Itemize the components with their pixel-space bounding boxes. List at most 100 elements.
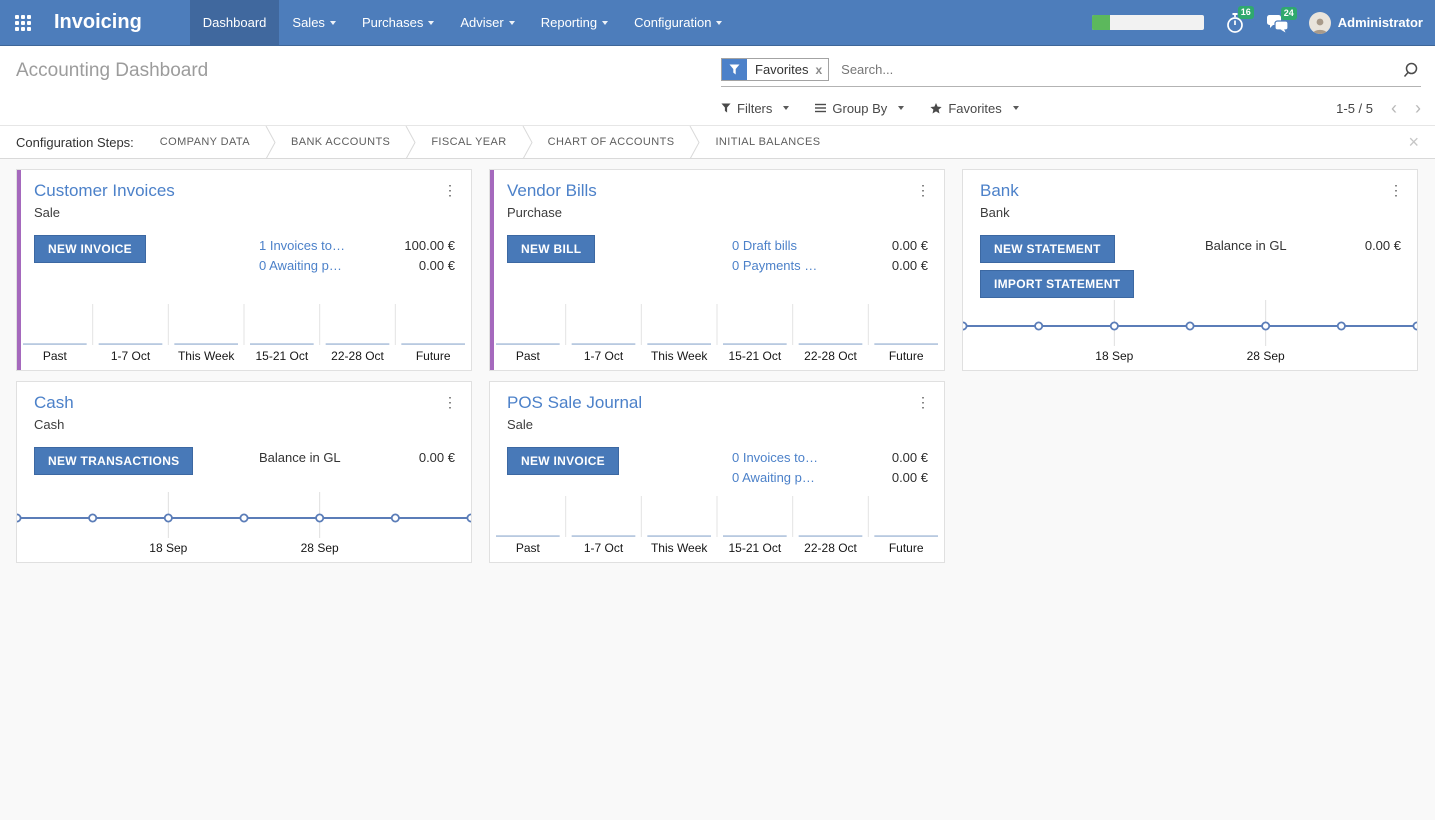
amount-value: 0.00 € bbox=[418, 258, 455, 274]
search-facet[interactable]: Favorites x bbox=[721, 58, 830, 81]
card-buttons: NEW STATEMENT IMPORT STATEMENT bbox=[980, 235, 1205, 299]
search-icon[interactable] bbox=[1403, 62, 1421, 78]
card-header: Customer Invoices Sale ⋮ bbox=[17, 170, 471, 220]
chevron-down-icon bbox=[508, 20, 515, 25]
topbar-menu-dashboard[interactable]: Dashboard bbox=[189, 0, 280, 45]
kebab-menu-icon[interactable]: ⋮ bbox=[443, 182, 457, 198]
menu-label: Purchases bbox=[361, 15, 424, 30]
chevron-down-icon bbox=[898, 106, 905, 110]
card-info-row: 0 Awaiting p… 0.00 € bbox=[732, 468, 928, 487]
chat-bubbles-icon bbox=[1266, 14, 1289, 32]
journal-action-link[interactable]: 1 Invoices to… bbox=[259, 238, 345, 254]
card-body: NEW STATEMENT IMPORT STATEMENT Balance in… bbox=[963, 220, 1417, 299]
card-info-row: 0 Payments … 0.00 € bbox=[732, 256, 928, 275]
x-axis-label: 1-7 Oct bbox=[110, 349, 151, 364]
card-title-link[interactable]: Bank bbox=[980, 181, 1019, 200]
activities-icon[interactable]: 16 bbox=[1224, 5, 1254, 34]
topbar-menu-reporting[interactable]: Reporting bbox=[528, 0, 621, 45]
new-transactions-button[interactable]: NEW TRANSACTIONS bbox=[34, 447, 194, 476]
menu-label: Dashboard bbox=[202, 15, 267, 30]
kebab-menu-icon[interactable]: ⋮ bbox=[916, 394, 930, 411]
import-statement-button[interactable]: IMPORT STATEMENT bbox=[980, 270, 1135, 299]
card-info-row: 1 Invoices to… 100.00 € bbox=[259, 236, 455, 255]
journal-card-cash: Cash Cash ⋮ NEW TRANSACTIONS Balance in … bbox=[16, 381, 472, 564]
card-title-link[interactable]: POS Sale Journal bbox=[507, 393, 643, 413]
journal-action-link[interactable]: 0 Awaiting p… bbox=[259, 258, 342, 274]
control-panel: Accounting Dashboard Favorites x Filters bbox=[0, 46, 1435, 125]
card-subtitle: Sale bbox=[34, 205, 61, 221]
dashboard-content: Customer Invoices Sale ⋮ NEW INVOICE 1 I… bbox=[0, 159, 1435, 820]
x-axis-label: 18 Sep bbox=[149, 541, 188, 556]
step-separator-icon bbox=[265, 125, 276, 159]
menu-label: Adviser bbox=[460, 15, 504, 30]
group-by-label: Group By bbox=[832, 100, 888, 116]
configuration-steps-bar: Configuration Steps: COMPANY DATA BANK AC… bbox=[0, 125, 1435, 159]
pager-next-icon[interactable]: › bbox=[1415, 98, 1421, 118]
config-step-company-data[interactable]: COMPANY DATA bbox=[159, 136, 250, 148]
journal-sparkline-chart bbox=[496, 304, 938, 346]
config-steps: COMPANY DATA BANK ACCOUNTS FISCAL YEAR CHAR… bbox=[159, 125, 821, 159]
topbar-menus: Dashboard Sales Purchases Adviser Reporting C… bbox=[189, 0, 736, 45]
card-info: 1 Invoices to… 100.00 € 0 Awaiting p… 0.00 … bbox=[259, 235, 455, 278]
search-options-row: Filters Group By Favorites 1-5 / 5 ‹ › bbox=[721, 99, 1421, 117]
chevron-down-icon bbox=[783, 106, 790, 110]
kebab-menu-icon[interactable]: ⋮ bbox=[443, 394, 457, 411]
topbar-menu-purchases[interactable]: Purchases bbox=[349, 0, 447, 45]
pager-value[interactable]: 1-5 / 5 bbox=[1336, 100, 1373, 116]
favorites-button[interactable]: Favorites bbox=[930, 101, 1019, 116]
search-input[interactable] bbox=[835, 60, 1403, 79]
card-info: Balance in GL 0.00 € bbox=[1205, 235, 1401, 298]
x-axis-label: Future bbox=[888, 541, 924, 556]
card-body: NEW TRANSACTIONS Balance in GL 0.00 € bbox=[17, 432, 471, 490]
x-axis-label: Future bbox=[888, 349, 924, 364]
config-step-bank-accounts[interactable]: BANK ACCOUNTS bbox=[290, 136, 391, 148]
group-by-button[interactable]: Group By bbox=[815, 100, 905, 116]
messages-icon[interactable]: 24 bbox=[1266, 6, 1297, 33]
journal-action-link[interactable]: 0 Draft bills bbox=[732, 238, 798, 254]
facet-remove-icon[interactable]: x bbox=[815, 62, 823, 77]
topbar-menu-sales[interactable]: Sales bbox=[279, 0, 349, 45]
apps-menu-icon[interactable] bbox=[0, 0, 46, 45]
card-chart: Past 1-7 Oct This Week 15-21 Oct 22-28 Oct Fu… bbox=[17, 299, 471, 370]
config-step-fiscal-year[interactable]: FISCAL YEAR bbox=[431, 136, 507, 148]
card-subtitle: Bank bbox=[980, 205, 1010, 221]
filters-button[interactable]: Filters bbox=[721, 101, 790, 116]
pager-previous-icon[interactable]: ‹ bbox=[1391, 98, 1397, 118]
journal-sparkline-chart bbox=[496, 496, 938, 538]
new-invoice-button[interactable]: NEW INVOICE bbox=[34, 235, 146, 264]
chevron-down-icon bbox=[602, 20, 609, 25]
stopwatch-icon bbox=[1226, 12, 1243, 33]
kebab-menu-icon[interactable]: ⋮ bbox=[1389, 182, 1403, 198]
card-title-link[interactable]: Vendor Bills bbox=[507, 181, 597, 200]
journal-action-link[interactable]: 0 Payments … bbox=[732, 258, 818, 274]
pager: 1-5 / 5 ‹ › bbox=[1336, 99, 1421, 117]
new-statement-button[interactable]: NEW STATEMENT bbox=[980, 235, 1115, 264]
journal-action-link[interactable]: 0 Invoices to… bbox=[732, 450, 818, 466]
config-step-chart-of-accounts[interactable]: CHART OF ACCOUNTS bbox=[547, 136, 675, 148]
card-title-link[interactable]: Customer Invoices bbox=[34, 181, 175, 200]
config-step-initial-balances[interactable]: INITIAL BALANCES bbox=[715, 136, 821, 148]
close-icon[interactable]: × bbox=[1408, 132, 1419, 152]
new-bill-button[interactable]: NEW BILL bbox=[507, 235, 596, 264]
topbar-menu-adviser[interactable]: Adviser bbox=[447, 0, 527, 45]
kebab-menu-icon[interactable]: ⋮ bbox=[916, 182, 930, 198]
card-buttons: NEW INVOICE bbox=[507, 447, 732, 490]
app-brand[interactable]: Invoicing bbox=[54, 11, 142, 33]
amount-value: 0.00 € bbox=[891, 450, 928, 466]
messages-count-badge: 24 bbox=[1280, 6, 1297, 20]
card-title-link[interactable]: Cash bbox=[34, 393, 74, 413]
card-chart: Past 1-7 Oct This Week 15-21 Oct 22-28 Oct Fu… bbox=[490, 299, 944, 370]
cards-grid: Customer Invoices Sale ⋮ NEW INVOICE 1 I… bbox=[16, 169, 1435, 564]
card-accent-stripe bbox=[490, 170, 494, 371]
filter-icon bbox=[721, 103, 731, 113]
user-name: Administrator bbox=[1337, 15, 1423, 30]
new-invoice-button[interactable]: NEW INVOICE bbox=[507, 447, 619, 476]
journal-action-link[interactable]: 0 Awaiting p… bbox=[732, 470, 815, 486]
x-axis-label: 22-28 Oct bbox=[804, 349, 857, 364]
card-info: 0 Draft bills 0.00 € 0 Payments … 0.00 € bbox=[732, 235, 928, 278]
x-axis-label: This Week bbox=[177, 349, 235, 364]
user-menu[interactable]: Administrator bbox=[1308, 11, 1423, 34]
topbar-menu-configuration[interactable]: Configuration bbox=[621, 0, 735, 45]
page-title: Accounting Dashboard bbox=[16, 60, 209, 81]
chart-axis-labels: Past 1-7 Oct This Week 15-21 Oct 22-28 Oct Fu… bbox=[17, 347, 471, 368]
